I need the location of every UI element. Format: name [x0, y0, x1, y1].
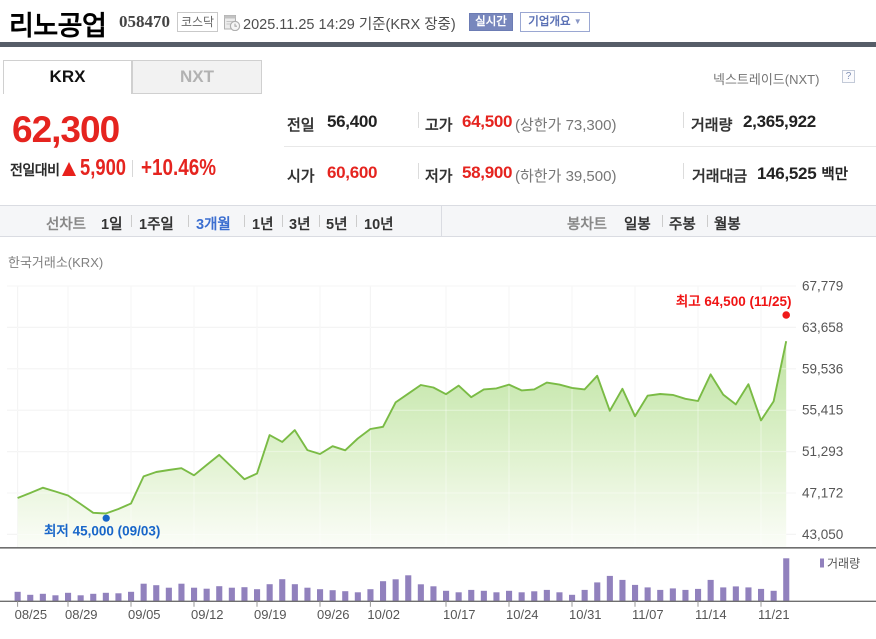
svg-text:09/19: 09/19	[254, 607, 287, 622]
svg-text:10/02: 10/02	[367, 607, 400, 622]
svg-text:10/24: 10/24	[506, 607, 539, 622]
svg-text:08/25: 08/25	[15, 607, 48, 622]
svg-text:63,658: 63,658	[802, 320, 843, 335]
svg-text:11/21: 11/21	[758, 607, 790, 622]
svg-text:08/29: 08/29	[65, 607, 98, 622]
svg-text:09/05: 09/05	[128, 607, 161, 622]
svg-text:10/31: 10/31	[569, 607, 602, 622]
svg-text:10/17: 10/17	[443, 607, 476, 622]
svg-text:09/26: 09/26	[317, 607, 350, 622]
svg-text:09/12: 09/12	[191, 607, 224, 622]
svg-text:11/14: 11/14	[695, 607, 727, 622]
svg-text:최고 64,500 (11/25): 최고 64,500 (11/25)	[676, 294, 792, 309]
svg-text:거래량: 거래량	[827, 557, 860, 571]
svg-text:최저 45,000 (09/03): 최저 45,000 (09/03)	[44, 524, 160, 539]
svg-text:51,293: 51,293	[802, 444, 843, 459]
svg-text:11/07: 11/07	[632, 607, 664, 622]
svg-text:55,415: 55,415	[802, 403, 843, 418]
svg-text:59,536: 59,536	[802, 361, 843, 376]
svg-text:67,779: 67,779	[802, 279, 843, 294]
svg-text:43,050: 43,050	[802, 527, 843, 542]
svg-text:47,172: 47,172	[802, 486, 843, 501]
